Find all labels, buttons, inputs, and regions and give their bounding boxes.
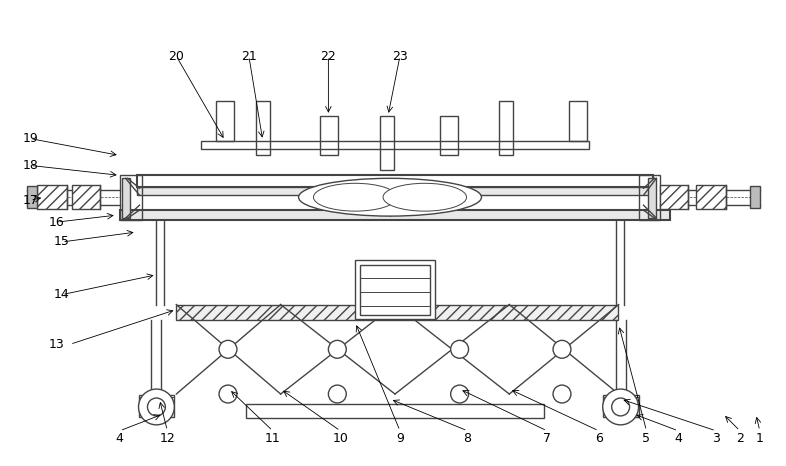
Circle shape <box>553 385 571 403</box>
Bar <box>638 175 660 220</box>
Bar <box>696 185 726 209</box>
Bar <box>28 186 37 208</box>
Bar <box>138 395 174 417</box>
Bar <box>380 116 394 171</box>
Bar <box>201 141 589 149</box>
Text: 22: 22 <box>321 49 336 62</box>
Text: 2: 2 <box>736 432 744 445</box>
Bar <box>255 101 270 156</box>
Text: 17: 17 <box>22 194 38 207</box>
Text: 4: 4 <box>116 432 123 445</box>
Bar <box>246 404 544 418</box>
Ellipse shape <box>299 178 482 216</box>
Bar <box>138 397 174 403</box>
Bar <box>216 101 234 141</box>
Circle shape <box>138 389 174 425</box>
Text: 8: 8 <box>464 432 472 445</box>
Text: 14: 14 <box>54 288 70 301</box>
Text: 18: 18 <box>22 159 38 172</box>
Bar <box>439 116 457 156</box>
Text: 11: 11 <box>265 432 281 445</box>
Text: 23: 23 <box>392 49 408 62</box>
Bar <box>321 116 338 156</box>
Text: 16: 16 <box>50 216 65 228</box>
Text: 9: 9 <box>396 432 404 445</box>
Text: 10: 10 <box>332 432 348 445</box>
Bar <box>750 186 760 208</box>
Ellipse shape <box>314 183 397 211</box>
Text: 21: 21 <box>241 49 257 62</box>
Circle shape <box>148 398 165 416</box>
Circle shape <box>219 385 237 403</box>
Text: 1: 1 <box>756 432 764 445</box>
Bar <box>569 101 587 141</box>
Circle shape <box>329 385 347 403</box>
Text: 3: 3 <box>712 432 720 445</box>
Text: 6: 6 <box>595 432 603 445</box>
Bar <box>648 178 656 218</box>
Bar <box>355 260 435 320</box>
Bar <box>660 185 689 209</box>
Text: 5: 5 <box>642 432 651 445</box>
Circle shape <box>553 340 571 358</box>
Bar <box>603 395 638 417</box>
Text: 12: 12 <box>160 432 175 445</box>
Circle shape <box>603 389 638 425</box>
Text: 15: 15 <box>54 235 70 248</box>
Bar <box>499 101 513 156</box>
Ellipse shape <box>383 183 467 211</box>
Text: 7: 7 <box>543 432 551 445</box>
Bar <box>603 397 638 403</box>
Text: 19: 19 <box>22 132 38 145</box>
Circle shape <box>450 385 468 403</box>
Text: 4: 4 <box>674 432 682 445</box>
Text: 13: 13 <box>50 338 65 351</box>
Circle shape <box>219 340 237 358</box>
Bar <box>37 185 67 209</box>
Circle shape <box>329 340 347 358</box>
Bar <box>137 187 653 195</box>
Bar <box>119 210 670 220</box>
Bar <box>119 175 141 220</box>
Bar <box>137 175 653 187</box>
Circle shape <box>612 398 630 416</box>
Bar <box>122 178 130 218</box>
Bar <box>176 305 618 321</box>
Circle shape <box>450 340 468 358</box>
Text: 20: 20 <box>168 49 184 62</box>
Bar <box>360 265 430 315</box>
Bar <box>72 185 100 209</box>
